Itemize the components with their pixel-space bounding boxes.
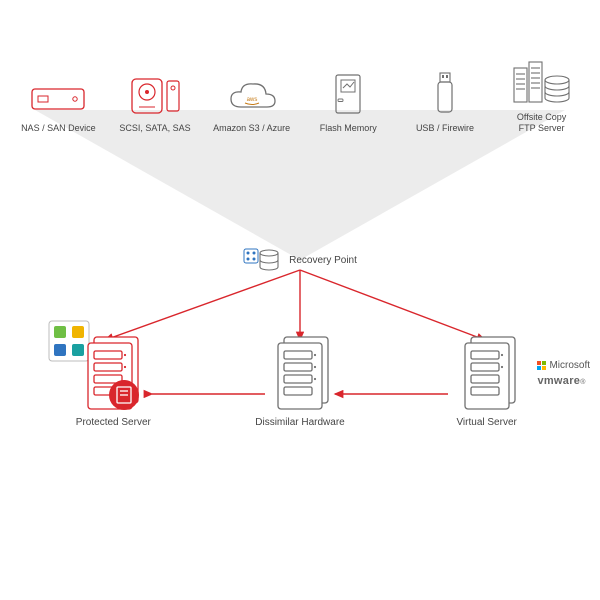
hypervisor-brands: Microsoft vmware® (537, 360, 590, 387)
flash-label: Flash Memory (320, 123, 377, 134)
vmware-brand: vmware® (537, 375, 585, 387)
usb-icon (430, 71, 460, 117)
nas-icon (31, 81, 85, 117)
servers-row: Protected Server Dissimilar Hardware (0, 335, 600, 428)
nas-label: NAS / SAN Device (21, 123, 96, 134)
flash-device: Flash Memory (303, 73, 393, 134)
usb-label: USB / Firewire (416, 123, 474, 134)
dissimilar-label: Dissimilar Hardware (255, 417, 344, 428)
offsite-device: Offsite Copy FTP Server (497, 60, 587, 135)
diagram-canvas: { "colors":{ "red":"#d9262c","grey":"#70… (0, 0, 600, 600)
virtual-icon (447, 335, 527, 411)
usb-device: USB / Firewire (400, 71, 490, 134)
cloud-icon: aws (225, 77, 279, 117)
dissimilar-hardware: Dissimilar Hardware (225, 335, 375, 428)
microsoft-text: Microsoft (549, 360, 590, 371)
virtual-label: Virtual Server (456, 417, 516, 428)
microsoft-brand: Microsoft (537, 360, 590, 371)
datacenter-icon (512, 60, 572, 106)
microsoft-logo-icon (537, 361, 546, 370)
aws-text: aws (246, 97, 257, 103)
dissimilar-icon (260, 335, 340, 411)
recovery-point-icon (243, 248, 279, 272)
protected-server-icon (68, 335, 158, 411)
protected-label: Protected Server (76, 417, 151, 428)
protected-server: Protected Server (38, 335, 188, 428)
disk-icon (128, 77, 182, 117)
scsi-label: SCSI, SATA, SAS (119, 123, 190, 134)
cloud-label: Amazon S3 / Azure (213, 123, 290, 134)
recovery-point: Recovery Point (0, 248, 600, 272)
vmware-text: vmware (537, 375, 580, 387)
storage-devices-row: NAS / SAN Device SCSI, SATA, SAS aws Ama… (0, 60, 600, 135)
scsi-device: SCSI, SATA, SAS (110, 77, 200, 134)
cloud-device: aws Amazon S3 / Azure (207, 77, 297, 134)
nas-san-device: NAS / SAN Device (13, 81, 103, 134)
offsite-label: Offsite Copy FTP Server (517, 112, 566, 135)
flash-icon (328, 73, 368, 117)
recovery-label: Recovery Point (289, 255, 357, 266)
